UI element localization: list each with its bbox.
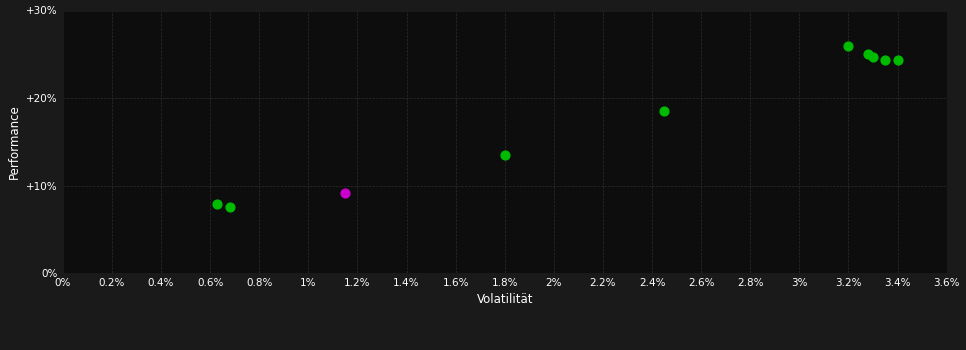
Point (890, 57, 905, 62)
Point (210, 201, 225, 206)
Point (497, 152, 513, 158)
Point (861, 51, 876, 57)
Point (222, 204, 238, 209)
X-axis label: Volatilität: Volatilität (476, 293, 533, 306)
Point (657, 108, 672, 114)
Point (877, 57, 893, 63)
Point (337, 190, 353, 196)
Y-axis label: Performance: Performance (8, 104, 20, 179)
Point (866, 54, 881, 60)
Point (840, 43, 856, 48)
